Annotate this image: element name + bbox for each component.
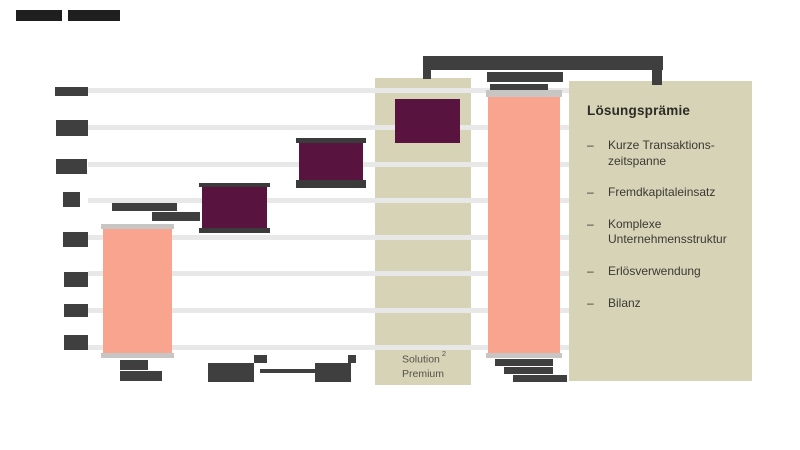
xlabel4-redaction-3 [513, 375, 567, 382]
ytick-redaction-1 [55, 87, 88, 96]
bar2 [202, 187, 267, 228]
xlabel4-redaction-2 [504, 367, 553, 374]
logo-redaction-1 [16, 10, 62, 21]
ytick-redaction-2 [56, 120, 88, 136]
bar2-bottom-cap [199, 228, 270, 233]
bar4-title-redaction-2 [490, 84, 548, 90]
bar1-bottom-cap [101, 353, 174, 358]
ytick-redaction-3 [56, 159, 87, 174]
xlabel2-superscript-redaction [254, 355, 267, 363]
gridline-2 [88, 125, 570, 130]
bar1 [103, 229, 172, 353]
xlabel3-superscript-redaction [348, 355, 356, 363]
legend-items: – Kurze Transaktions-zeitspanne – Fremdkapi… [587, 138, 742, 311]
bar3-top-cap [296, 138, 366, 143]
legend-item: – Komplexe Unternehmensstruktur [587, 217, 742, 248]
legend-item-text: Fremdkapitaleinsatz [608, 185, 716, 200]
gridline-1 [88, 88, 570, 93]
xlabel1-redaction-2 [120, 371, 162, 381]
bar4-top-cap [486, 90, 562, 97]
xlabel4-redaction-1 [495, 359, 553, 366]
premium-column-label: Solution 2 Premium [375, 349, 471, 381]
legend-item-bullet: – [587, 138, 594, 152]
ytick-redaction-5 [63, 232, 88, 247]
gridline-7 [88, 308, 570, 313]
legend-item: – Fremdkapitaleinsatz [587, 185, 742, 201]
bracket-left-leg [423, 70, 431, 79]
legend-item-text: Erlösverwendung [608, 263, 701, 278]
legend-item-bullet: – [587, 185, 594, 200]
gridline-6 [88, 271, 570, 276]
premium-line2: Premium [401, 367, 444, 380]
logo-redaction-2 [68, 10, 120, 21]
bar4-bottom-cap [486, 353, 562, 358]
legend-item-text: Komplexe Unternehmensstruktur [608, 216, 727, 247]
gridline-4 [88, 198, 570, 203]
ytick-redaction-7 [64, 304, 88, 317]
xlabel-dash-redaction [260, 369, 315, 373]
bar4 [488, 97, 560, 353]
legend-item: – Erlösverwendung [587, 264, 742, 280]
legend-item: – Kurze Transaktions-zeitspanne [587, 138, 742, 169]
gridline-8 [88, 345, 570, 350]
bracket-right-leg [652, 70, 662, 85]
legend-item-bullet: – [587, 295, 594, 310]
ytick-redaction-8 [64, 335, 88, 350]
legend-title: Lösungsprämie [587, 103, 691, 118]
gridline-5 [88, 235, 570, 240]
legend-item-bullet: – [587, 216, 594, 231]
legend-panel: Lösungsprämie – Kurze Transaktions-zeitsp… [569, 81, 752, 381]
bracket-bar [423, 56, 663, 70]
bar3 [299, 143, 363, 180]
legend-item-text: Bilanz [608, 295, 641, 310]
bar1-value-redaction-1 [112, 203, 177, 211]
legend-item-bullet: – [587, 263, 594, 278]
xlabel3-redaction [315, 363, 351, 382]
premium-line1: Solution [401, 353, 440, 366]
bar2-top-cap [199, 183, 270, 187]
ytick-redaction-6 [64, 272, 88, 287]
xlabel1-redaction-1 [120, 360, 148, 370]
bar3-bottom-cap [296, 180, 366, 188]
xlabel2-redaction [208, 363, 254, 382]
premium-superscript: 2 [441, 349, 447, 359]
legend-item-text: Kurze Transaktions-zeitspanne [608, 138, 715, 168]
bar1-value-redaction-2 [152, 212, 200, 221]
ytick-redaction-4 [63, 192, 80, 207]
legend-item: – Bilanz [587, 296, 742, 312]
bar4-title-redaction-1 [487, 72, 563, 82]
premium-purple-segment [395, 99, 460, 143]
bar1-top-cap [101, 224, 174, 229]
